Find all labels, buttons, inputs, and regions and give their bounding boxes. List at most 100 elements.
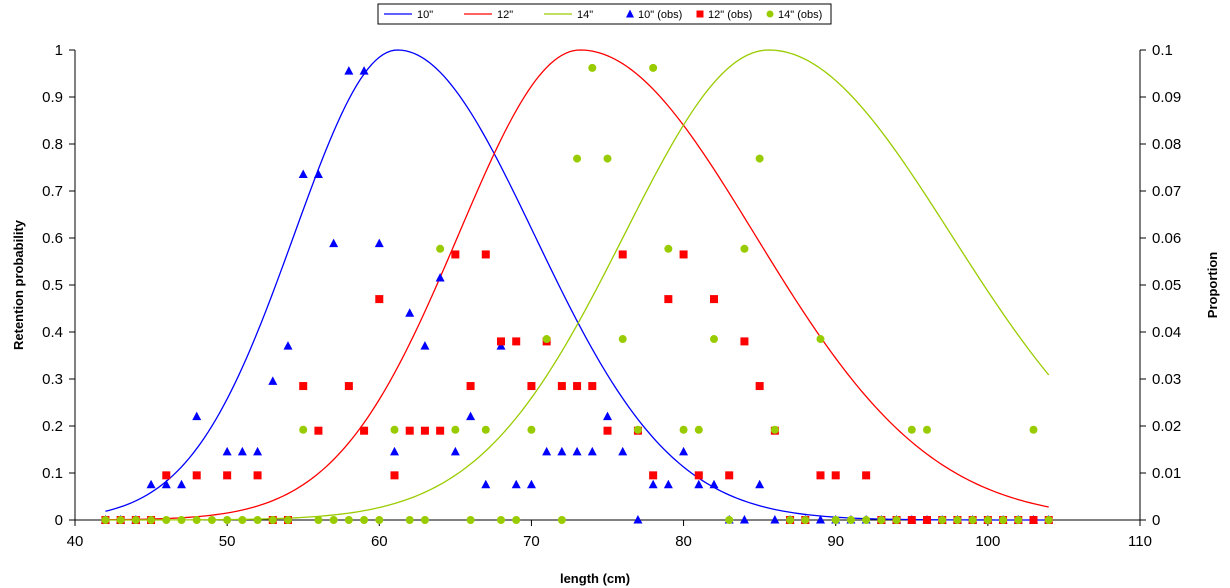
y2-tick-label: 0.08 xyxy=(1152,136,1181,153)
obs-point-14in xyxy=(588,63,597,72)
obs-point-14in xyxy=(862,516,871,524)
obs-point-14in xyxy=(329,516,338,524)
obs-point-14in xyxy=(284,516,292,524)
obs-point-12in xyxy=(436,426,445,435)
y2-axis-title: Proportion xyxy=(1205,252,1220,318)
obs-point-14in xyxy=(405,516,414,524)
y2-tick-label: 0.03 xyxy=(1152,371,1181,388)
obs-point-14in xyxy=(542,335,551,344)
obs-point-12in xyxy=(588,382,597,391)
obs-point-10in xyxy=(755,479,765,489)
obs-point-12in xyxy=(253,471,262,480)
obs-point-10in xyxy=(466,411,476,421)
obs-point-14in xyxy=(223,516,232,524)
obs-point-10in xyxy=(663,479,673,489)
obs-point-14in xyxy=(664,244,673,253)
obs-point-14in xyxy=(375,516,384,524)
obs-point-12in xyxy=(755,382,764,391)
obs-point-14in xyxy=(527,425,536,434)
obs-point-12in xyxy=(664,295,673,304)
obs-point-12in xyxy=(740,337,749,346)
obs-point-14in xyxy=(816,335,825,344)
obs-point-12in xyxy=(314,426,323,435)
y2-tick-label: 0.01 xyxy=(1152,465,1181,482)
obs-point-14in xyxy=(481,425,490,434)
obs-point-12in xyxy=(162,471,171,480)
y2-tick-label: 0.06 xyxy=(1152,230,1181,247)
obs-point-10in xyxy=(329,238,339,248)
x-tick-label: 100 xyxy=(975,533,1000,550)
obs-point-12in xyxy=(557,382,566,391)
obs-point-12in xyxy=(1029,516,1038,524)
obs-point-12in xyxy=(907,516,916,524)
obs-point-12in xyxy=(375,295,384,304)
obs-point-10in xyxy=(146,479,156,489)
x-tick-label: 40 xyxy=(67,533,84,550)
x-tick-label: 70 xyxy=(523,533,540,550)
obs-point-14in xyxy=(162,516,171,524)
obs-point-10in xyxy=(283,341,293,350)
obs-point-10in xyxy=(511,479,521,489)
y2-tick-label: 0.04 xyxy=(1152,324,1181,341)
obs-point-10in xyxy=(374,238,384,248)
x-tick-label: 90 xyxy=(827,533,844,550)
obs-point-14in xyxy=(557,516,566,524)
obs-point-10in xyxy=(526,479,536,489)
obs-point-10in xyxy=(435,272,445,282)
obs-point-12in xyxy=(725,471,734,480)
obs-point-10in xyxy=(481,479,491,489)
obs-point-10in xyxy=(161,479,171,489)
obs-point-14in xyxy=(679,425,688,434)
curve-14in xyxy=(105,49,1050,521)
obs-point-14in xyxy=(694,425,703,434)
obs-point-14in xyxy=(390,425,399,434)
x-axis-title: length (cm) xyxy=(560,571,630,586)
obs-point-14in xyxy=(633,425,642,434)
obs-point-14in xyxy=(299,425,308,434)
obs-point-10in xyxy=(359,66,369,75)
obs-point-14in xyxy=(923,425,931,434)
y2-tick-label: 0 xyxy=(1152,512,1160,529)
obs-point-14in xyxy=(801,516,810,524)
obs-point-10in xyxy=(268,376,278,385)
obs-point-10in xyxy=(587,446,597,456)
obs-point-14in xyxy=(253,516,262,524)
y-tick-label: 0.9 xyxy=(42,89,63,106)
obs-point-12in xyxy=(497,337,505,346)
y2-tick-label: 0.1 xyxy=(1152,42,1173,59)
obs-point-12in xyxy=(405,426,414,435)
obs-point-10in xyxy=(237,446,247,456)
obs-point-12in xyxy=(360,426,369,435)
legend-box xyxy=(377,3,832,25)
obs-point-12in xyxy=(603,426,612,435)
obs-point-10in xyxy=(542,446,552,456)
obs-point-14in xyxy=(968,516,977,524)
obs-point-10in xyxy=(603,411,612,421)
obs-point-14in xyxy=(1044,516,1053,524)
obs-point-12in xyxy=(466,382,475,391)
observations xyxy=(100,63,1054,524)
obs-point-14in xyxy=(618,335,627,344)
obs-point-14in xyxy=(786,516,795,524)
obs-point-10in xyxy=(709,479,719,489)
obs-point-14in xyxy=(177,516,186,524)
obs-point-14in xyxy=(877,516,886,524)
obs-point-14in xyxy=(497,516,505,524)
obs-point-12in xyxy=(420,426,429,435)
y-tick-label: 0.7 xyxy=(42,183,63,200)
obs-point-10in xyxy=(313,169,323,179)
y-tick-label: 0.1 xyxy=(42,465,63,482)
obs-point-14in xyxy=(953,516,962,524)
obs-point-12in xyxy=(710,295,718,304)
obs-point-14in xyxy=(360,516,369,524)
obs-point-12in xyxy=(679,250,688,259)
y2-tick-label: 0.02 xyxy=(1152,418,1181,435)
y-tick-label: 0.8 xyxy=(42,136,63,153)
obs-point-14in xyxy=(907,425,916,434)
obs-point-12in xyxy=(390,471,399,480)
obs-point-14in xyxy=(1014,516,1023,524)
obs-point-12in xyxy=(573,382,582,391)
legend-label: 12" xyxy=(497,9,513,21)
obs-point-14in xyxy=(649,63,658,72)
